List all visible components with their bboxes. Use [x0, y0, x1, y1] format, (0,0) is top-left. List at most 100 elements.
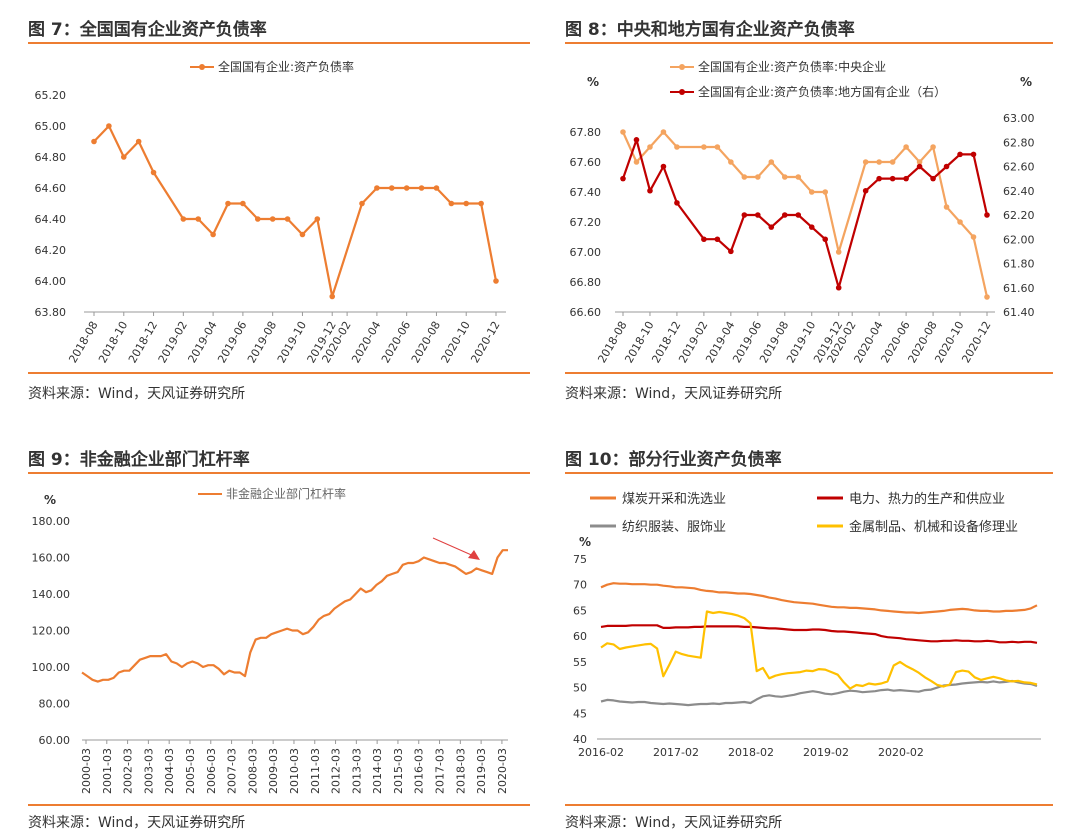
- chart-title: 图 8：中央和地方国有企业资产负债率: [565, 20, 855, 40]
- x-tick-label: 2020-02: [878, 746, 924, 759]
- series-line: [81, 549, 508, 683]
- series-line: [93, 124, 498, 298]
- x-tick-label: 2009-03: [267, 748, 280, 794]
- chart-title: 图 9：非金融企业部门杠杆率: [28, 450, 250, 470]
- x-tick-label: 2007-03: [226, 748, 239, 794]
- data-point: [674, 144, 680, 150]
- annotation-arrow-head: [468, 550, 480, 560]
- panel-fig10: 图 10：部分行业资产负债率 % 40 45 50 55 60 65 70 75 煤炭开采和洗选业…: [565, 440, 1053, 840]
- data-point: [755, 174, 761, 180]
- x-tick-label: 2010-03: [288, 748, 301, 794]
- data-point: [889, 175, 896, 182]
- data-point: [135, 138, 142, 145]
- data-point: [359, 200, 365, 207]
- bottom-rule: [28, 372, 530, 374]
- data-point: [674, 200, 680, 206]
- x-tick-label: 2002-03: [122, 748, 135, 794]
- series-line: [600, 624, 1038, 644]
- series-line: [600, 582, 1038, 615]
- y-tick-label: 45: [573, 707, 587, 720]
- data-point: [835, 284, 842, 291]
- x-tick-label: 2020-03: [496, 748, 509, 794]
- y2-tick-label: 61.40: [1003, 306, 1035, 319]
- data-point: [314, 216, 321, 222]
- legend-label: 煤炭开采和洗选业: [622, 492, 726, 507]
- data-point: [970, 151, 977, 158]
- y-tick-label: 64.40: [35, 213, 67, 226]
- data-point: [957, 219, 963, 225]
- source-note: 资料来源：Wind，天风证券研究所: [565, 386, 783, 402]
- legend-marker: [679, 89, 685, 95]
- chart-title: 图 10：部分行业资产负债率: [565, 450, 782, 470]
- y2-tick-label: 62.80: [1003, 136, 1035, 149]
- y-tick-label: 66.60: [570, 306, 602, 319]
- data-point: [329, 293, 336, 300]
- y-tick-label: 55: [573, 656, 587, 669]
- data-point: [210, 231, 216, 238]
- data-point: [714, 144, 721, 150]
- data-point: [984, 294, 990, 300]
- y2-tick-label: 63.00: [1003, 112, 1035, 125]
- legend-label: 非金融企业部门杠杆率: [226, 486, 346, 501]
- chart-fig9: % 60.00 80.00 100.00 120.00 140.00 160.00 180.0…: [32, 486, 509, 794]
- data-point: [862, 187, 869, 194]
- y-tick-label: 40: [573, 733, 587, 746]
- data-point: [795, 212, 802, 218]
- x-tick-label: 2018-03: [454, 748, 467, 794]
- data-point: [633, 137, 640, 143]
- bottom-rule: [565, 372, 1053, 374]
- y2-tick-label: 62.40: [1003, 185, 1035, 198]
- data-point: [195, 216, 202, 222]
- data-point: [106, 123, 112, 129]
- y-tick-label: 64.20: [35, 244, 67, 257]
- y-tick-label: 67.60: [570, 156, 602, 169]
- x-tick-label: 2017-03: [434, 748, 447, 794]
- data-point: [876, 159, 882, 165]
- data-point: [374, 185, 380, 191]
- x-tick-label: 2003-03: [142, 748, 155, 794]
- data-point: [835, 249, 842, 255]
- data-point: [903, 144, 909, 150]
- y-tick-label: 66.80: [570, 276, 602, 289]
- data-point: [150, 169, 157, 176]
- y2-tick-label: 62.20: [1003, 209, 1035, 222]
- data-point: [388, 185, 395, 191]
- y-tick-label: 63.80: [35, 306, 67, 319]
- x-tick-label: 2019-03: [475, 748, 488, 794]
- y-tick-label: 65.00: [35, 120, 67, 133]
- chart-fig10: % 40 45 50 55 60 65 70 75 煤炭开采和洗选业 电力、热力的生产和供应业纺织服…: [573, 491, 1041, 759]
- y-tick-label: 75: [573, 553, 587, 566]
- data-point: [299, 231, 306, 238]
- data-point: [701, 236, 707, 243]
- data-point: [284, 216, 291, 222]
- series-line: [621, 138, 989, 289]
- data-point: [943, 163, 950, 170]
- y-tick-label: 60: [573, 630, 587, 643]
- data-point: [755, 212, 761, 218]
- data-point: [728, 248, 734, 255]
- data-point: [120, 154, 127, 160]
- y-tick-label: 140.00: [32, 588, 71, 601]
- series-line: [600, 610, 1038, 690]
- chart-title: 图 7：全国国有企业资产负债率: [28, 20, 267, 40]
- y2-tick-label: 61.80: [1003, 258, 1035, 271]
- panel-fig7: 图 7：全国国有企业资产负债率 63.80 64.00 64.20 64.40 64.6…: [28, 0, 530, 410]
- legend-marker: [679, 64, 685, 70]
- y-tick-label: 67.40: [570, 186, 602, 199]
- data-point: [808, 189, 815, 195]
- data-point: [418, 185, 425, 191]
- y-tick-label: 160.00: [32, 552, 71, 565]
- data-point: [822, 236, 829, 243]
- x-tick-label: 2016-02: [578, 746, 624, 759]
- data-point: [889, 159, 896, 165]
- data-point: [781, 212, 788, 218]
- y-axis-unit: %: [44, 493, 56, 507]
- data-point: [463, 200, 470, 207]
- y-tick-label: 120.00: [32, 625, 71, 638]
- x-tick-label: 2000-03: [80, 748, 93, 794]
- data-point: [660, 129, 667, 135]
- data-point: [620, 175, 626, 182]
- bottom-rule: [565, 804, 1053, 806]
- data-point: [225, 200, 231, 207]
- data-point: [741, 212, 748, 218]
